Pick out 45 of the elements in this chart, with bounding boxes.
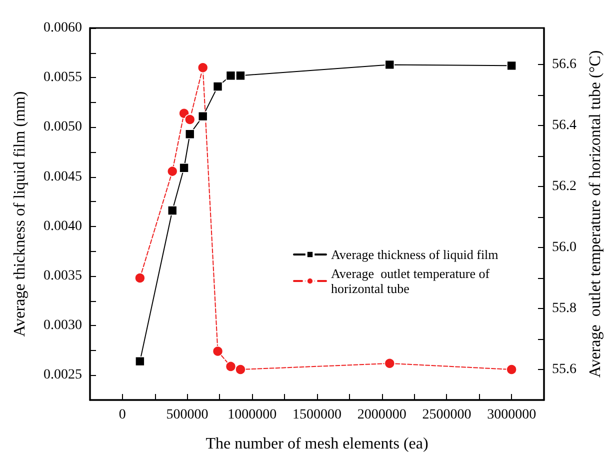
point bbox=[184, 114, 196, 125]
x-tick-label: 2000000 bbox=[357, 408, 406, 422]
y-tick-label: 0.0045 bbox=[44, 169, 82, 184]
y-tick-label: 0.0055 bbox=[44, 70, 82, 86]
x-tick-label: 3000000 bbox=[487, 408, 536, 422]
point bbox=[226, 70, 236, 81]
y2-tick-label: 55.6 bbox=[552, 362, 576, 378]
point bbox=[506, 364, 517, 375]
point bbox=[179, 162, 189, 173]
point bbox=[198, 111, 208, 122]
y-axis-title: Average thickness of liquid film (mm) bbox=[12, 91, 28, 337]
y2-tick-label: 55.8 bbox=[552, 301, 576, 316]
y2-tick-label: 56.4 bbox=[552, 118, 576, 134]
point bbox=[166, 166, 178, 177]
x-tick-label: 0 bbox=[118, 408, 126, 422]
point bbox=[225, 361, 236, 372]
y-tick-label: 0.0040 bbox=[44, 218, 82, 234]
y2-tick-label: 56.6 bbox=[552, 57, 576, 72]
y-tick-label: 0.0030 bbox=[44, 318, 82, 334]
point bbox=[384, 358, 396, 369]
y2-axis-title: Average outlet temperature of horizontal tube (°C) bbox=[586, 50, 604, 378]
point bbox=[506, 60, 516, 71]
y2-tick-label: 56.2 bbox=[552, 179, 576, 194]
point bbox=[135, 356, 145, 366]
point bbox=[197, 62, 208, 74]
point bbox=[384, 60, 395, 70]
point bbox=[167, 206, 178, 216]
x-tick-label: 1000000 bbox=[228, 408, 277, 422]
x-tick-label: 2500000 bbox=[422, 408, 472, 422]
y-tick-label: 0.0025 bbox=[44, 368, 82, 383]
x-tick-label: 1500000 bbox=[292, 408, 342, 422]
point bbox=[184, 129, 195, 140]
point bbox=[212, 346, 224, 357]
legend-label: Average outlet temperature of horizontal tube bbox=[331, 266, 493, 296]
y2-tick-label: 56.0 bbox=[552, 240, 576, 256]
y-tick-label: 0.0060 bbox=[44, 20, 82, 36]
point bbox=[134, 272, 146, 284]
legend-label: Average thickness of liquid film bbox=[331, 247, 498, 262]
point bbox=[235, 364, 246, 375]
y-tick-label: 0.0035 bbox=[44, 268, 82, 284]
point bbox=[236, 70, 246, 81]
y-tick-label: 0.0050 bbox=[44, 120, 82, 135]
x-tick-label: 500000 bbox=[166, 408, 208, 422]
point bbox=[212, 82, 223, 92]
x-axis-title: The number of mesh elements (ea) bbox=[206, 436, 428, 452]
